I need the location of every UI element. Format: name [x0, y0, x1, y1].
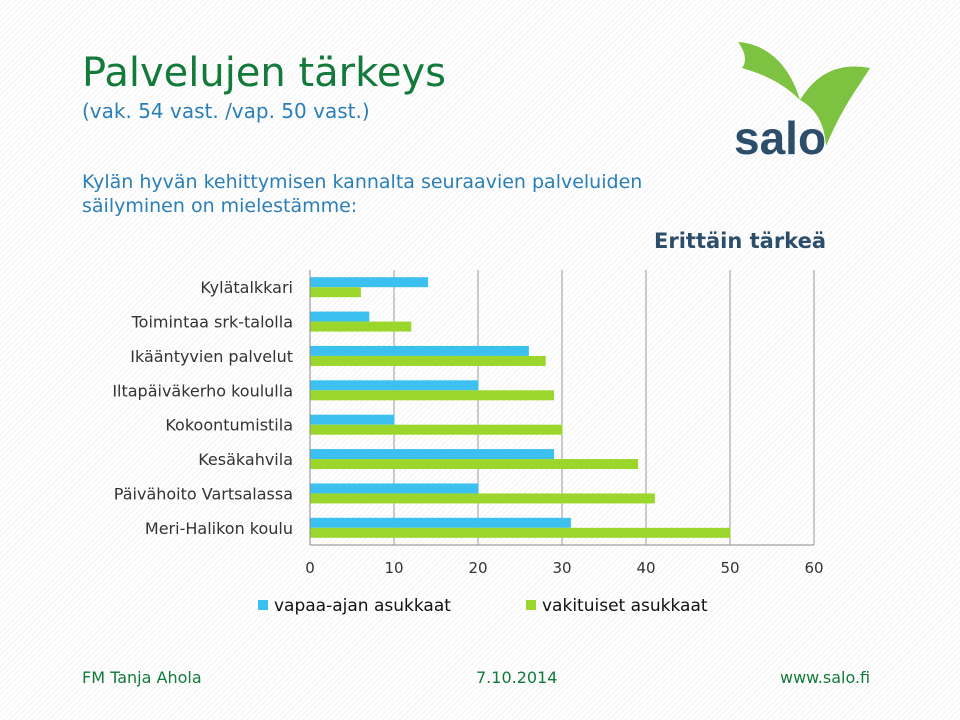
bar	[310, 414, 395, 425]
slide-subtitle: (vak. 54 vast. /vap. 50 vast.)	[82, 99, 370, 123]
footer-author: FM Tanja Ahola	[82, 668, 202, 687]
logo-leaf-left	[738, 42, 800, 100]
bar	[310, 345, 529, 356]
category-label: Kokoontumistila	[165, 416, 293, 435]
bar	[310, 449, 555, 460]
bar	[310, 483, 479, 494]
category-label: Kylätalkkari	[200, 278, 293, 297]
category-label: Toimintaa srk-talolla	[131, 313, 293, 332]
chart-legend: vapaa-ajan asukkaat vakituiset asukkaat	[258, 596, 708, 616]
x-tick-label: 10	[384, 559, 403, 577]
bar	[310, 355, 546, 366]
category-label: Iltapäiväkerho koululla	[112, 381, 293, 400]
question-text: Kylän hyvän kehittymisen kannalta seuraa…	[82, 171, 643, 217]
chart-bars	[310, 277, 731, 538]
bar	[310, 287, 361, 298]
chart-title: Erittäin tärkeä	[654, 229, 826, 253]
category-label: Päivähoito Vartsalassa	[114, 484, 293, 503]
legend-label: vapaa-ajan asukkaat	[274, 596, 451, 616]
bar	[310, 311, 370, 322]
bar	[310, 493, 655, 504]
bar	[310, 277, 429, 288]
bar	[310, 527, 731, 538]
x-tick-label: 20	[468, 559, 487, 577]
footer-website[interactable]: www.salo.fi	[780, 668, 871, 687]
salo-logo: salo	[734, 42, 870, 163]
legend-label: vakituiset asukkaat	[542, 596, 708, 616]
x-tick-label: 0	[305, 559, 315, 577]
bar	[310, 321, 412, 332]
legend-swatch	[258, 600, 268, 610]
bar	[310, 390, 555, 401]
logo-text: salo	[734, 112, 826, 163]
x-tick-label: 60	[804, 559, 823, 577]
slide-title: Palvelujen tärkeys	[82, 50, 446, 96]
legend-swatch	[526, 600, 536, 610]
category-label: Meri-Halikon koulu	[145, 519, 293, 538]
bar	[310, 380, 479, 391]
category-label: Ikääntyvien palvelut	[130, 347, 293, 366]
x-tick-label: 50	[720, 559, 739, 577]
bar	[310, 459, 639, 470]
x-tick-label: 30	[552, 559, 571, 577]
chart-tick-labels: 0 10 20 30 40 50 60	[305, 559, 823, 577]
bar	[310, 424, 563, 435]
category-label: Kesäkahvila	[198, 450, 293, 469]
chart-grid	[309, 270, 815, 546]
logo-leaf-right	[800, 66, 870, 146]
chart-category-labels: Kylätalkkari Toimintaa srk-talolla Ikäänty…	[112, 278, 293, 538]
x-tick-label: 40	[636, 559, 655, 577]
footer-date: 7.10.2014	[476, 668, 558, 687]
bar	[310, 517, 571, 528]
